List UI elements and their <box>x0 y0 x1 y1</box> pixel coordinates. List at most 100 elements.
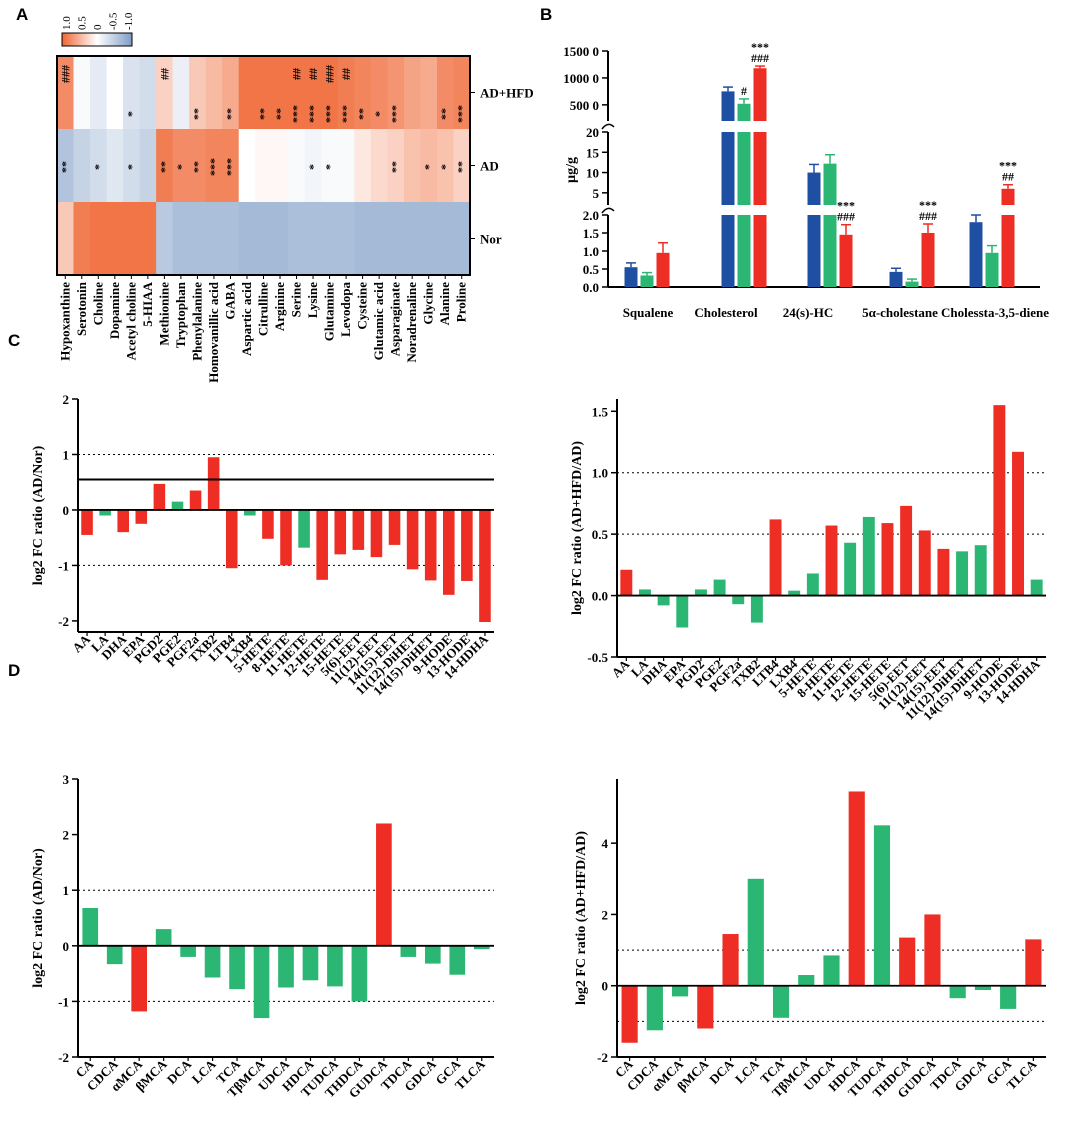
significance-mark: ** <box>58 161 72 173</box>
bar-nor <box>721 215 735 287</box>
heatmap-column-label: Proline <box>454 282 469 322</box>
bar <box>153 483 166 510</box>
x-category-label: 5α-cholestane <box>862 305 938 320</box>
heatmap-cell <box>238 129 256 203</box>
bar-ad <box>823 163 837 205</box>
bar <box>461 509 473 581</box>
heatmap-cell <box>123 202 141 276</box>
significance-mark: *** <box>290 105 304 123</box>
bar <box>302 945 319 981</box>
bar-ad <box>823 215 837 287</box>
heatmap-cell <box>205 202 223 276</box>
bar-ad <box>737 103 751 121</box>
x-category-label: LCA <box>189 1056 219 1086</box>
bar <box>657 595 670 606</box>
heatmap-column-label: Methionine <box>156 282 171 346</box>
heatmap-column-label: Alanine <box>437 282 452 326</box>
bar <box>207 457 220 510</box>
y-tick-label: 1 <box>63 447 70 462</box>
heatmap-row-label: AD <box>480 159 499 174</box>
heatmap-column-label: GABA <box>222 281 237 319</box>
heatmap-cell <box>222 129 240 203</box>
heatmap-cell <box>387 202 405 276</box>
y-tick-label: 0.0 <box>592 589 608 604</box>
legend-tick-label: 1.0 <box>61 16 73 30</box>
heatmap-cell <box>387 129 405 203</box>
bar <box>334 509 347 555</box>
significance-mark: ** <box>190 161 204 173</box>
y-axis-title: log2 FC ratio (AD+HFD/AD) <box>574 831 589 1005</box>
bar <box>788 590 801 596</box>
heatmap-cell <box>172 56 190 130</box>
heatmap-cell <box>189 129 207 203</box>
bar-nor <box>807 215 821 287</box>
bar <box>81 509 93 535</box>
bar-nor <box>721 132 735 205</box>
significance-mark: *** <box>323 105 337 123</box>
heatmap-panel-a: AD+HFD AD Nor Hypoxanthine Serotonin Choline D… <box>56 12 534 383</box>
significance-mark: *** <box>999 159 1017 173</box>
heatmap-column-label: Hypoxanthine <box>57 282 72 361</box>
heatmap-cell <box>271 129 289 203</box>
y-tick-label: -0.5 <box>587 650 608 665</box>
heatmap-cell <box>288 56 306 130</box>
bar <box>747 878 764 986</box>
bar <box>253 945 270 1019</box>
bar <box>204 945 221 978</box>
bar <box>473 945 490 950</box>
bar <box>351 945 368 1002</box>
heatmap-cell <box>453 56 471 130</box>
panel-label-b: B <box>540 5 552 24</box>
bar <box>862 516 875 596</box>
heatmap-cell <box>222 202 240 276</box>
bar <box>479 509 491 623</box>
heatmap-cell <box>403 129 421 203</box>
significance-mark: ** <box>257 108 271 120</box>
y-axis-title: µg/g <box>564 157 579 183</box>
bar-nor <box>889 271 903 287</box>
y-tick-label: 1500 0 <box>563 44 599 59</box>
heatmap-cell <box>172 129 190 203</box>
y-tick-label: 3 <box>63 772 70 787</box>
heatmap-column-label: Glutamic acid <box>371 281 386 360</box>
y-tick-label: 5 <box>593 186 600 201</box>
bar <box>442 509 455 595</box>
heatmap-column-label: Noradrenaline <box>404 282 419 363</box>
bar <box>993 405 1006 596</box>
heatmap-cell <box>106 202 124 276</box>
heatmap-column-label: Tryptophan <box>173 281 188 348</box>
y-tick-label: -2 <box>597 1050 608 1065</box>
heatmap-cell <box>403 202 421 276</box>
bar <box>298 509 310 548</box>
bar <box>180 945 196 957</box>
bar <box>316 509 328 580</box>
bar-ad <box>985 252 999 287</box>
heatmap-cell <box>139 202 157 276</box>
heatmap-cell <box>106 129 124 203</box>
y-axis-title: log2 FC ratio (AD/Nor) <box>31 445 46 585</box>
heatmap-cell <box>57 56 75 130</box>
bar <box>225 509 238 569</box>
bar <box>424 945 441 964</box>
significance-mark: ** <box>389 161 403 173</box>
heatmap-cell <box>354 202 372 276</box>
y-tick-label: 1000 0 <box>563 71 599 86</box>
heatmap-column-label: 5-HIAA <box>140 281 155 326</box>
significance-mark: ** <box>455 161 469 173</box>
bar <box>400 945 417 957</box>
significance-mark: * <box>372 111 386 117</box>
heatmap-column-label: Serine <box>289 282 304 318</box>
y-tick-label: 500 0 <box>570 98 599 113</box>
bar <box>106 945 123 965</box>
bar <box>171 501 184 510</box>
significance-mark: ### <box>751 51 769 65</box>
y-tick-label: 0 <box>63 503 70 518</box>
y-tick-label: 2 <box>63 828 70 843</box>
x-category-label: Squalene <box>623 305 674 320</box>
bar <box>352 509 365 550</box>
bar <box>639 589 651 596</box>
axis-break-mark <box>601 207 615 214</box>
bar-ad <box>640 275 654 287</box>
heatmap-cell <box>354 129 372 203</box>
heatmap-column-label: Serotonin <box>74 281 89 336</box>
